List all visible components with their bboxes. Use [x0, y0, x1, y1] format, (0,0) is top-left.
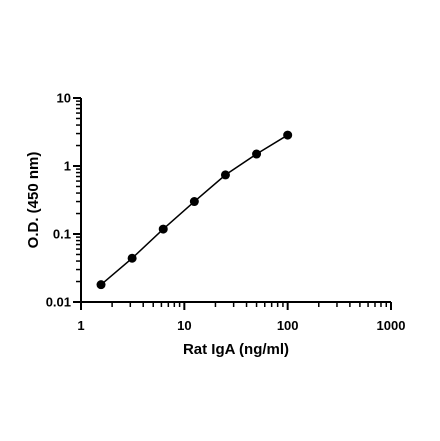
x-axis-title: Rat IgA (ng/ml): [183, 341, 289, 358]
x-tick-label: 100: [277, 318, 299, 333]
y-tick-label: 0.1: [53, 227, 71, 242]
fit-curve: [100, 134, 289, 286]
data-point: [220, 170, 230, 180]
x-tick-label: 10: [177, 318, 191, 333]
data-point: [158, 224, 168, 234]
y-axis-title: O.D. (450 nm): [25, 152, 42, 249]
data-point: [189, 197, 199, 207]
axes: 1 10 100 1000 0.01 0.1 1 10: [46, 91, 406, 334]
y-tick-label: 10: [57, 91, 71, 106]
x-tick-label: 1000: [377, 318, 406, 333]
data-point: [252, 149, 262, 159]
data-point: [127, 253, 137, 263]
data-point: [96, 280, 106, 290]
y-tick-label: 0.01: [46, 295, 71, 310]
data-marks: [96, 130, 293, 290]
x-tick-label: 1: [77, 318, 84, 333]
y-tick-label: 1: [64, 159, 71, 174]
data-point: [283, 130, 293, 140]
